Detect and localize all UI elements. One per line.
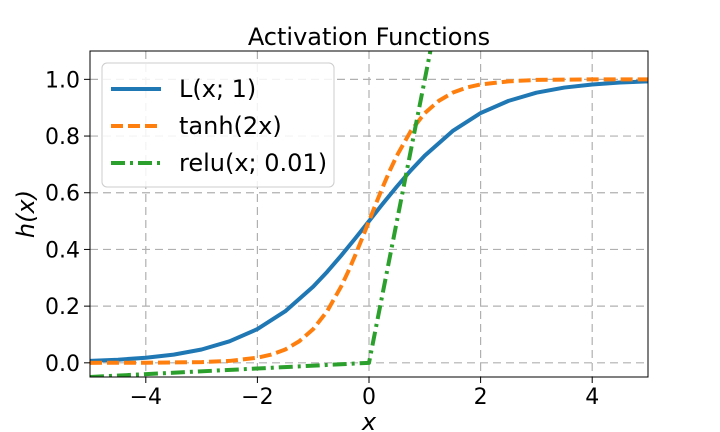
legend-box [101, 62, 335, 188]
x-tick-label: −4 [130, 385, 162, 410]
x-tick-label: 2 [474, 385, 488, 410]
y-tick-label: 1.0 [45, 68, 80, 93]
x-axis-label: x [361, 408, 377, 432]
series-line-0 [90, 79, 648, 363]
y-tick-label: 0.2 [45, 295, 80, 320]
x-tick-label: 4 [585, 385, 599, 410]
legend-label-0: L(x; 1) [179, 75, 256, 103]
series-layer [90, 51, 648, 377]
chart-title: Activation Functions [248, 23, 490, 51]
x-tick-label: −2 [241, 385, 273, 410]
legend-label-2: relu(x; 0.01) [179, 149, 327, 177]
legend: L(x; 1) tanh(2x) relu(x; 0.01) [101, 62, 335, 188]
x-tick-label: 0 [362, 385, 376, 410]
y-tick-label: 0.6 [45, 182, 80, 207]
y-tick-label: 0.4 [45, 238, 80, 263]
y-ticks: 0.0 0.2 0.4 0.6 0.8 1.0 [45, 68, 90, 377]
legend-label-1: tanh(2x) [179, 112, 282, 140]
y-tick-label: 0.8 [45, 125, 80, 150]
series-line-1 [90, 77, 648, 365]
y-tick-label: 0.0 [45, 352, 80, 377]
y-axis-label: h(x) [12, 190, 40, 238]
series-line-2 [90, 51, 433, 377]
x-ticks: −4 −2 0 2 4 [130, 377, 599, 410]
